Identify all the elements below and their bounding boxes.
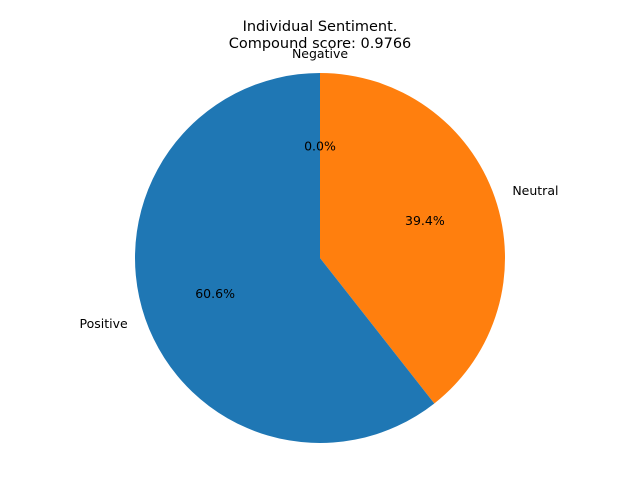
percent-label-negative: 0.0% [304,139,336,154]
pie-slice-positive [134,73,435,443]
slice-label-neutral: Neutral [512,183,558,198]
chart-title-line-1: Individual Sentiment. [243,19,398,35]
percent-label-positive: 60.6% [195,286,235,301]
pie-slice-neutral [320,73,505,404]
pie-labels: Negative 0.0% Neutral 39.4% Positive 60.6% [79,46,558,331]
chart-title-line-2: Compound score: 0.9766 [229,36,412,52]
pie-slices [134,73,505,443]
slice-label-positive: Positive [79,316,127,331]
slice-label-negative: Negative [292,46,348,61]
percent-label-neutral: 39.4% [405,213,445,228]
